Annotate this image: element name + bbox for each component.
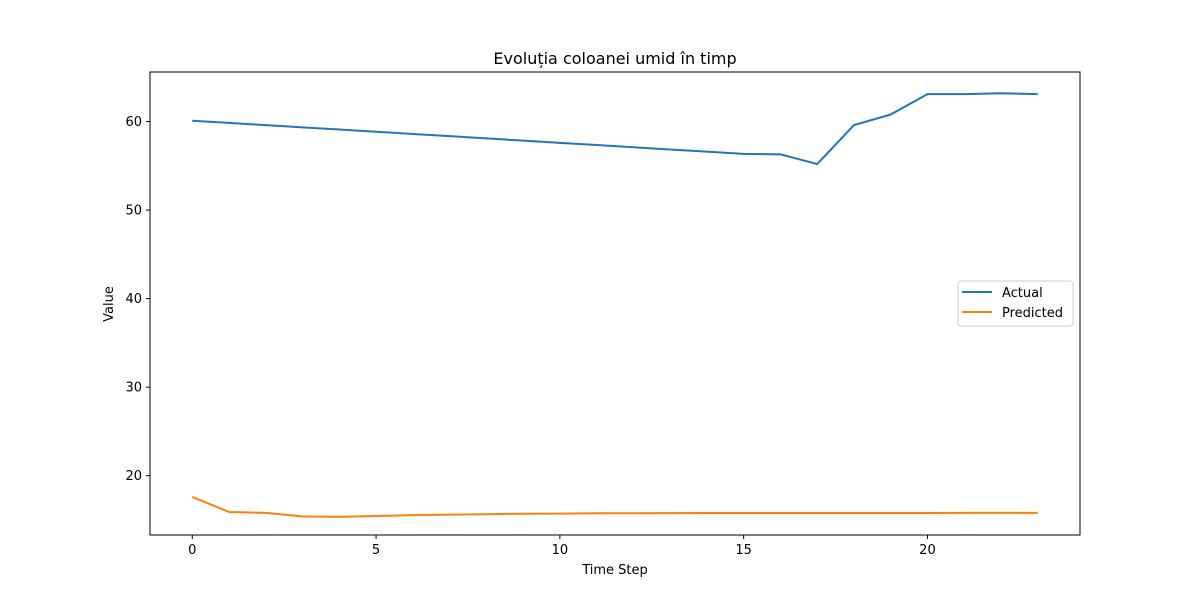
x-tick-label: 5 xyxy=(372,543,380,558)
y-tick-label: 60 xyxy=(125,115,142,130)
y-tick-label: 40 xyxy=(125,292,142,307)
legend-label-actual: Actual xyxy=(1002,286,1043,301)
x-axis-ticks: 0 5 10 15 20 xyxy=(188,535,936,558)
x-tick-label: 0 xyxy=(188,543,196,558)
x-tick-label: 20 xyxy=(919,543,936,558)
series-line-predicted xyxy=(191,496,1038,518)
x-tick-label: 10 xyxy=(552,543,569,558)
y-tick-label: 30 xyxy=(125,381,142,396)
chart-title: Evoluția coloanei umid în timp xyxy=(493,49,736,68)
series-layer xyxy=(191,92,1038,518)
legend-label-predicted: Predicted xyxy=(1002,306,1063,321)
y-axis-ticks: 20 30 40 50 60 xyxy=(125,115,150,484)
x-axis-label: Time Step xyxy=(581,563,648,578)
legend: Actual Predicted xyxy=(957,280,1074,327)
y-tick-label: 50 xyxy=(125,204,142,219)
plot-area-frame xyxy=(149,71,1081,536)
y-tick-label: 20 xyxy=(125,469,142,484)
series-line-actual xyxy=(192,92,1038,166)
y-axis-label: Value xyxy=(102,286,117,322)
x-tick-label: 15 xyxy=(735,543,752,558)
